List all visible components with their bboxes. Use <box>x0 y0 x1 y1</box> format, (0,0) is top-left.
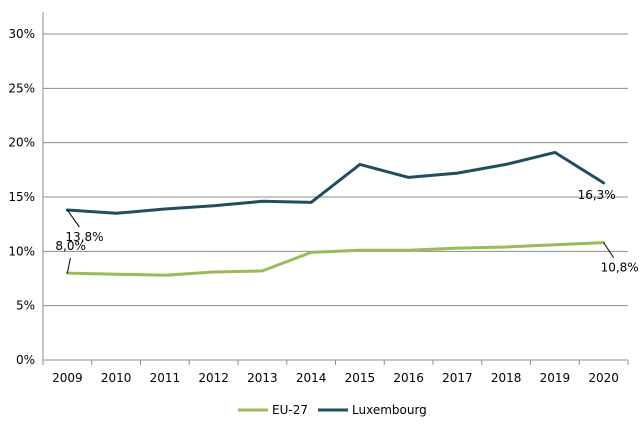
data-label: 16,3% <box>578 188 616 202</box>
x-tick-label: 2017 <box>442 371 473 385</box>
x-tick-label: 2015 <box>345 371 376 385</box>
y-tick-label: 5% <box>16 299 35 313</box>
y-tick-label: 10% <box>8 244 35 258</box>
x-tick-label: 2020 <box>588 371 619 385</box>
y-axis-tick-labels: 0% 5% 10% 15% 20% 25% 30% <box>8 27 35 367</box>
annotation-leader-line <box>66 209 80 228</box>
y-tick-label: 0% <box>16 353 35 367</box>
legend-item-luxembourg[interactable]: Luxembourg <box>318 403 427 417</box>
x-axis-tick-labels: 2009 2010 2011 2012 2013 2014 2015 2016 2017 2018… <box>52 371 619 385</box>
y-tick-label: 20% <box>8 136 35 150</box>
series-line-eu-27 <box>65 241 606 277</box>
x-tick-label: 2009 <box>52 371 83 385</box>
annotation-leader-line <box>603 242 615 258</box>
data-annotations: 13,8%8,0% 16,3% 10,8% <box>55 188 638 275</box>
data-label: 10,8% <box>601 261 639 275</box>
x-tick-label: 2013 <box>247 371 278 385</box>
y-tick-label: 25% <box>8 81 35 95</box>
x-tick-label: 2018 <box>491 371 522 385</box>
x-tick-label: 2014 <box>296 371 327 385</box>
data-label: 13,8% <box>65 230 103 244</box>
legend-label: Luxembourg <box>352 403 427 417</box>
x-tick-label: 2016 <box>393 371 424 385</box>
y-tick-label: 15% <box>8 190 35 204</box>
x-tick-label: 2012 <box>198 371 229 385</box>
data-label: 8,0% <box>55 239 86 253</box>
x-tick-label: 2011 <box>150 371 181 385</box>
series-lines <box>65 150 606 277</box>
annotation-leader-line <box>66 257 71 274</box>
gridlines <box>43 33 628 307</box>
legend-label: EU-27 <box>272 403 308 417</box>
legend-item-eu-27[interactable]: EU-27 <box>238 403 308 417</box>
legend[interactable]: EU-27 Luxembourg <box>238 403 427 417</box>
y-tick-label: 30% <box>8 27 35 41</box>
axes <box>42 12 629 365</box>
x-tick-label: 2010 <box>101 371 132 385</box>
series-line-luxembourg <box>65 150 606 215</box>
x-tick-label: 2019 <box>540 371 571 385</box>
